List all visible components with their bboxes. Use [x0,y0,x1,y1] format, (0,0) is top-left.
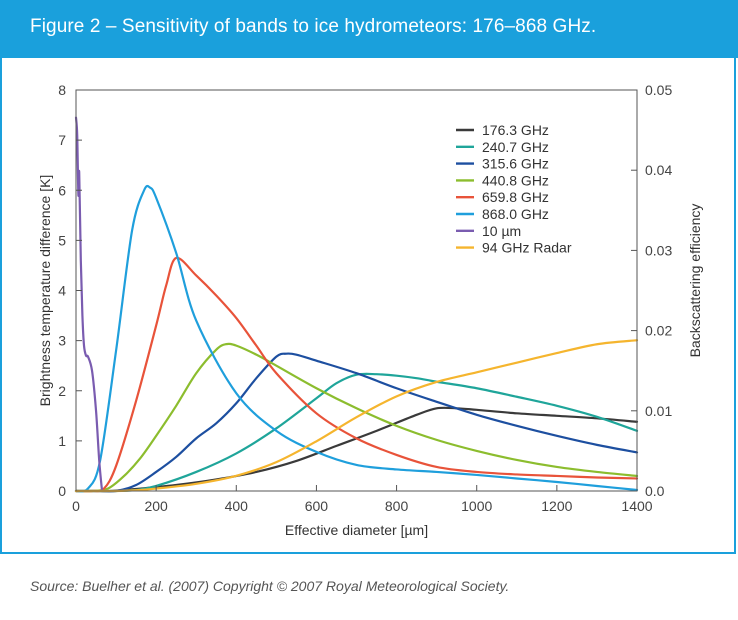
legend-label-176-3-ghz: 176.3 GHz [482,122,549,138]
legend-label-315-6-ghz: 315.6 GHz [482,156,549,172]
y-tick-label: 1 [58,433,66,449]
y2-tick-label: 0.02 [645,323,672,339]
y2-tick-label: 0.03 [645,242,672,258]
x-axis-label: Effective diameter [µm] [285,522,428,538]
legend-label-94-ghz-radar: 94 GHz Radar [482,240,572,256]
legend-label-659-8-ghz: 659.8 GHz [482,189,549,205]
x-tick-label: 1000 [461,498,492,514]
legend-label-868-0-ghz: 868.0 GHz [482,206,549,222]
y2-tick-label: 0.05 [645,82,672,98]
x-tick-label: 0 [72,498,80,514]
chart: 0 200 400 600 800 1000 1200 1400 0 1 2 3 4 5 6 7 8 0.0 0.0… [37,82,703,538]
legend-label-10-m: 10 µm [482,223,521,239]
series-line-176-3-ghz [74,406,639,493]
y-tick-label: 8 [58,82,66,98]
figure-header: Figure 2 – Sensitivity of bands to ice h… [0,0,738,58]
y2-axis-label: Backscattering efficiency [687,204,703,358]
y-tick-label: 6 [58,182,66,198]
x-tick-label: 400 [225,498,249,514]
x-tick-label: 200 [144,498,168,514]
y-tick-label: 3 [58,333,66,349]
y2-tick-label: 0.04 [645,162,672,178]
x-tick-label: 1200 [541,498,572,514]
y-tick-label: 4 [58,283,66,299]
y-tick-label: 0 [58,483,66,499]
series-line-240-7-ghz [74,372,639,493]
series-line-10-m [74,116,104,493]
series-line-868-0-ghz [74,184,639,493]
series-line-315-6-ghz [74,352,639,493]
x-tick-label: 800 [385,498,409,514]
y2-tick-label: 0.0 [645,483,665,499]
y-tick-label: 7 [58,132,66,148]
source-credit: Source: Buelher et al. (2007) Copyright … [30,578,510,594]
y-tick-label: 5 [58,232,66,248]
y-tick-label: 2 [58,383,66,399]
x-tick-label: 1400 [621,498,652,514]
legend-label-240-7-ghz: 240.7 GHz [482,139,549,155]
y2-tick-label: 0.01 [645,403,672,419]
figure-frame [0,58,736,554]
series-line-659-8-ghz [74,256,639,493]
series-line-440-8-ghz [74,342,639,493]
y-axis-label: Brightness temperature difference [K] [37,175,53,407]
figure-title: Figure 2 – Sensitivity of bands to ice h… [30,16,597,37]
legend-label-440-8-ghz: 440.8 GHz [482,172,549,188]
x-tick-label: 600 [305,498,329,514]
